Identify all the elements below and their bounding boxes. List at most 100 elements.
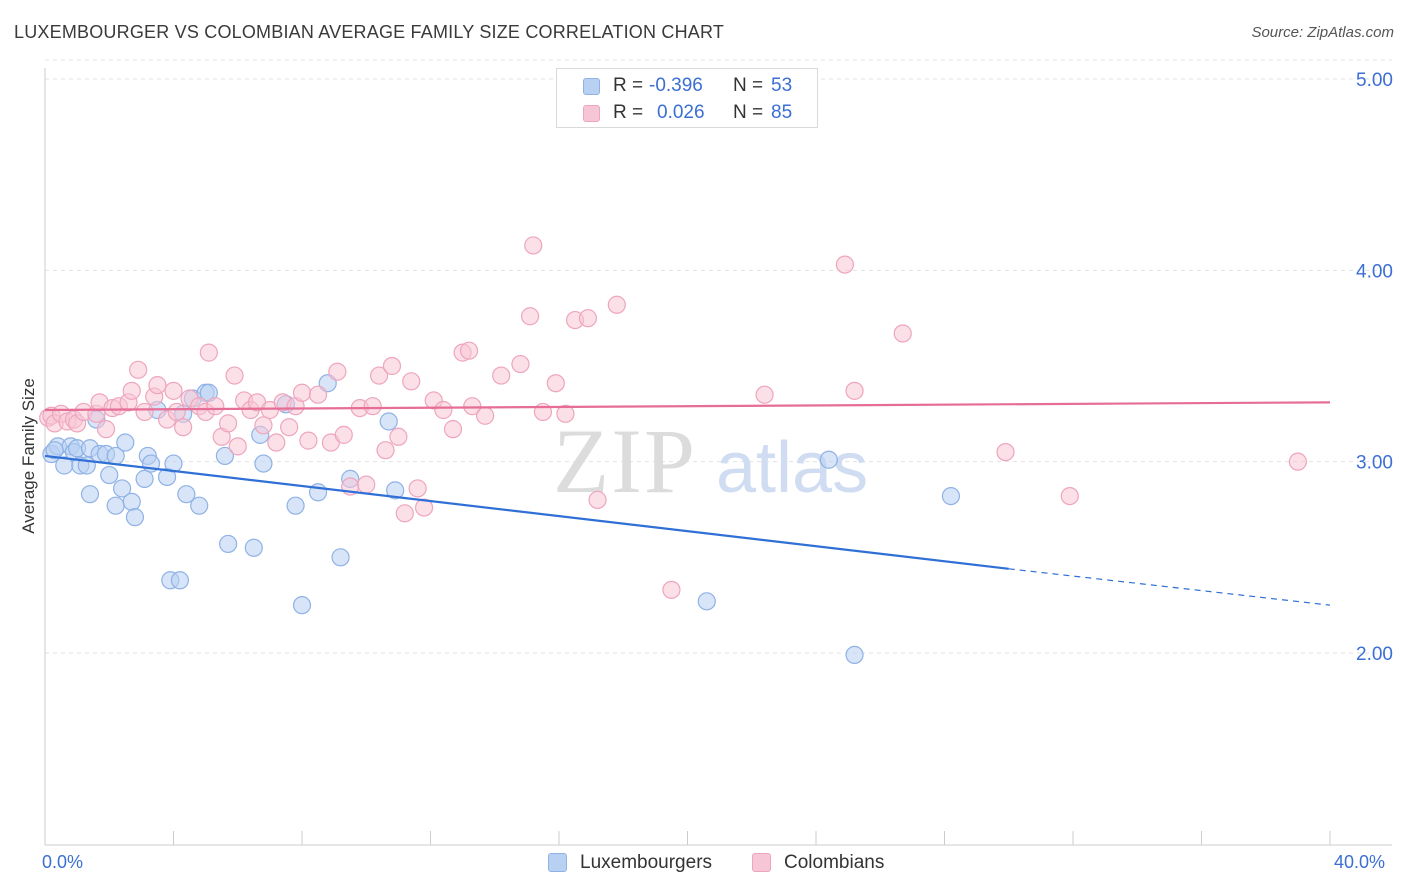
point-luxembourgers xyxy=(170,571,190,590)
point-luxembourgers xyxy=(177,485,196,504)
point-colombians xyxy=(376,441,395,460)
correlation-legend: R = -0.396 N = 53 R = 0.026 N = 85 xyxy=(556,68,818,128)
point-luxembourgers xyxy=(100,465,119,485)
trend-line-luxembourgers-extension xyxy=(1008,568,1331,606)
watermark-zip: ZIP xyxy=(553,410,697,512)
bottom-legend-swatch-blue xyxy=(548,853,567,872)
point-luxembourgers xyxy=(112,479,132,498)
legend-swatch-pink xyxy=(583,105,600,122)
point-colombians xyxy=(167,402,186,422)
trend-lines xyxy=(44,401,1331,606)
legend-n-label: N = xyxy=(733,102,764,123)
point-colombians xyxy=(363,397,382,416)
point-colombians xyxy=(520,307,540,326)
point-colombians xyxy=(835,255,855,274)
point-colombians xyxy=(578,309,598,328)
bottom-legend-label: Luxembourgers xyxy=(580,852,713,873)
point-colombians xyxy=(459,341,479,360)
point-colombians xyxy=(328,362,347,381)
legend-swatch-blue xyxy=(583,78,600,95)
point-colombians xyxy=(164,381,183,400)
legend-r-value: 0.026 xyxy=(657,102,705,123)
watermark-atlas: atlas xyxy=(716,428,868,508)
point-colombians xyxy=(135,402,154,422)
point-luxembourgers xyxy=(941,486,961,506)
point-colombians xyxy=(334,425,353,444)
point-colombians xyxy=(1060,486,1079,506)
point-colombians xyxy=(463,397,482,416)
point-luxembourgers xyxy=(80,485,100,504)
y-tick-label: 4.00 xyxy=(1356,261,1393,282)
legend-n-value: 85 xyxy=(771,102,793,123)
bottom-legend-swatch-pink xyxy=(752,853,771,872)
y-tick-labels: 2.00 3.00 4.00 5.00 xyxy=(1356,70,1393,665)
point-colombians xyxy=(443,420,463,439)
point-colombians xyxy=(524,236,543,255)
point-colombians xyxy=(996,442,1015,462)
source-label: Source: ZipAtlas.com xyxy=(1251,24,1394,41)
legend-row-colombians: R = 0.026 N = 85 xyxy=(557,102,819,126)
point-luxembourgers xyxy=(379,412,398,431)
point-colombians xyxy=(308,385,328,404)
bottom-legend-label: Colombians xyxy=(784,852,885,873)
y-axis-label: Average Family Size xyxy=(19,378,38,534)
point-luxembourgers xyxy=(386,481,405,500)
x-tick-label-min: 0.0% xyxy=(42,852,84,872)
point-colombians xyxy=(662,580,681,599)
point-colombians xyxy=(199,343,218,362)
x-tick-label-max: 40.0% xyxy=(1334,852,1386,872)
point-colombians xyxy=(206,397,225,416)
point-luxembourgers xyxy=(135,469,154,488)
legend-n-value: 53 xyxy=(771,75,793,96)
point-colombians xyxy=(408,479,427,498)
legend-n-label: N = xyxy=(733,75,764,96)
point-colombians xyxy=(299,431,318,450)
point-colombians xyxy=(267,433,286,452)
y-tick-label: 3.00 xyxy=(1356,453,1393,474)
point-colombians xyxy=(546,374,565,393)
trend-line-luxembourgers xyxy=(44,454,1009,570)
point-colombians xyxy=(96,420,116,439)
legend-r-label: R = xyxy=(613,75,644,96)
point-colombians xyxy=(476,406,495,425)
point-luxembourgers xyxy=(292,596,312,615)
legend-r-label: R = xyxy=(613,102,644,123)
point-colombians xyxy=(492,366,511,385)
point-colombians xyxy=(129,360,148,379)
point-luxembourgers xyxy=(219,534,238,554)
point-luxembourgers xyxy=(845,645,864,665)
point-colombians xyxy=(382,356,402,376)
point-colombians xyxy=(511,354,530,374)
legend-row-luxembourgers: R = -0.396 N = 53 xyxy=(557,75,819,99)
point-colombians xyxy=(434,400,453,420)
point-colombians xyxy=(395,504,414,523)
point-luxembourgers xyxy=(45,441,64,460)
point-luxembourgers xyxy=(331,548,350,567)
gridlines xyxy=(45,59,1392,654)
point-colombians xyxy=(254,416,273,435)
point-colombians xyxy=(122,381,141,400)
y-tick-label: 2.00 xyxy=(1356,644,1393,665)
point-colombians xyxy=(402,372,421,391)
point-luxembourgers xyxy=(254,454,273,473)
point-colombians xyxy=(292,383,312,402)
point-luxembourgers xyxy=(286,496,305,515)
point-colombians xyxy=(845,381,864,400)
point-colombians xyxy=(174,418,193,437)
point-luxembourgers xyxy=(116,433,135,452)
point-colombians xyxy=(588,490,607,510)
legend-r-value: -0.396 xyxy=(649,75,703,96)
point-colombians xyxy=(893,324,912,343)
point-colombians xyxy=(556,404,575,423)
point-colombians xyxy=(607,295,626,314)
watermark: ZIP atlas xyxy=(553,410,868,512)
point-colombians xyxy=(280,418,299,437)
point-colombians xyxy=(370,366,389,385)
point-luxembourgers xyxy=(244,538,263,557)
point-colombians xyxy=(1288,452,1307,471)
point-colombians xyxy=(357,475,376,494)
point-luxembourgers xyxy=(190,496,209,515)
point-colombians xyxy=(755,385,774,404)
chart-title: LUXEMBOURGER VS COLOMBIAN AVERAGE FAMILY… xyxy=(14,22,725,42)
series-colombians xyxy=(39,236,1307,599)
